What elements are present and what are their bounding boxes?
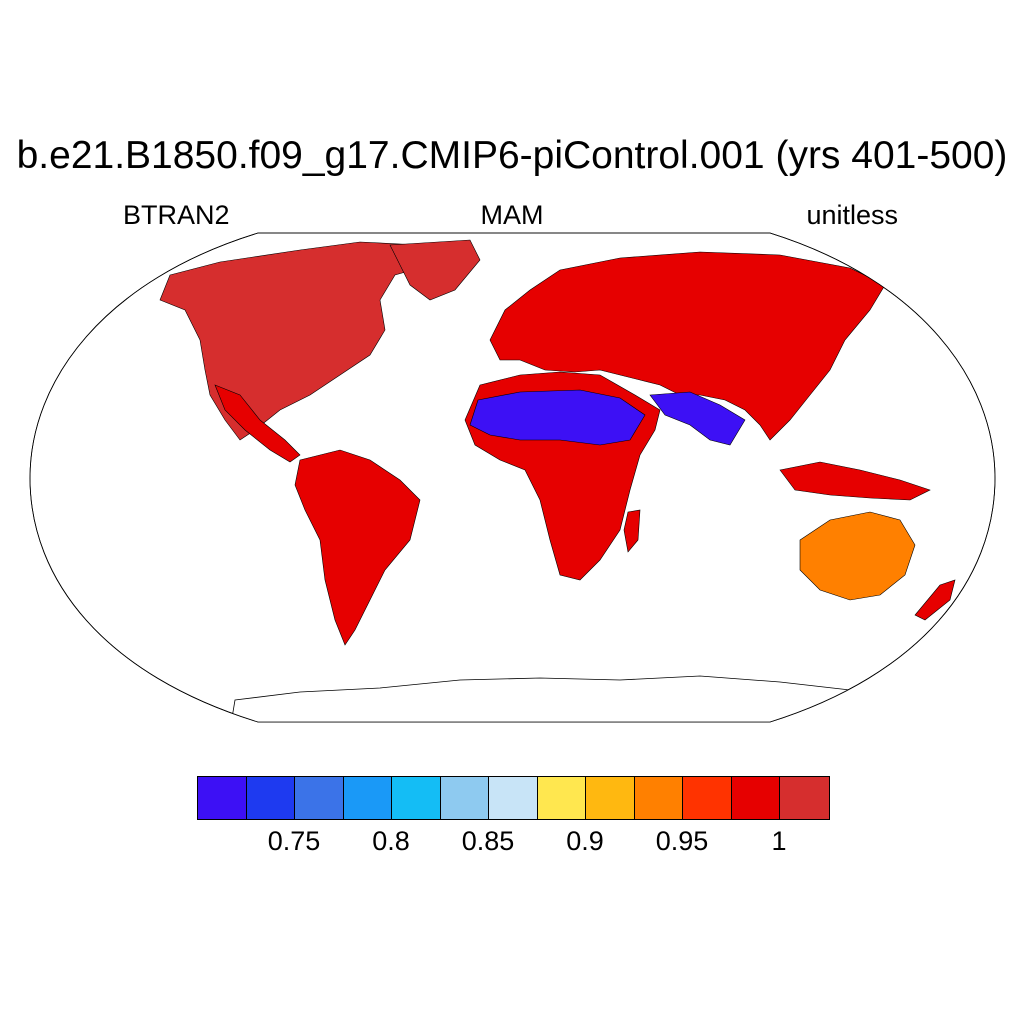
land-central-america: [214, 384, 301, 463]
colorbar-box-1: [246, 777, 295, 819]
colorbar-tick-label: 0.75: [267, 826, 321, 856]
land-arabia-dry: [649, 391, 746, 446]
land-australia: [799, 511, 916, 601]
colorbar-box-10: [683, 777, 732, 819]
units-label: unitless: [806, 200, 898, 230]
land-eurasia: [489, 251, 886, 441]
colorbar-box-11: [731, 777, 780, 819]
colorbar-box-4: [392, 777, 441, 819]
colorbar-tick-label: 0.8: [372, 826, 410, 856]
colorbar: [197, 776, 830, 820]
colorbar-tick-label: 0.9: [566, 826, 604, 856]
land-se-asia-islands: [779, 461, 931, 501]
colorbar-box-7: [537, 777, 586, 819]
land-madagascar: [623, 509, 641, 553]
colorbar-tick-label: 1: [771, 826, 787, 856]
land-south-america: [294, 449, 421, 646]
land-new-zealand: [914, 579, 956, 621]
land-greenland: [389, 239, 481, 301]
colorbar-tick-label: 0.85: [461, 826, 515, 856]
variable-label: BTRAN2: [123, 200, 230, 230]
colorbar-box-0: [198, 777, 247, 819]
colorbar-box-3: [343, 777, 392, 819]
land-sahara-dry: [469, 389, 646, 446]
season-label: MAM: [480, 200, 544, 230]
colorbar-box-2: [295, 777, 344, 819]
colorbar-box-6: [489, 777, 538, 819]
colorbar-tick-label: 0.95: [655, 826, 709, 856]
plot-title: b.e21.B1850.f09_g17.CMIP6-piControl.001 …: [16, 134, 1008, 177]
colorbar-box-12: [780, 777, 829, 819]
colorbar-box-5: [440, 777, 489, 819]
colorbar-box-9: [634, 777, 683, 819]
colorbar-box-8: [586, 777, 635, 819]
